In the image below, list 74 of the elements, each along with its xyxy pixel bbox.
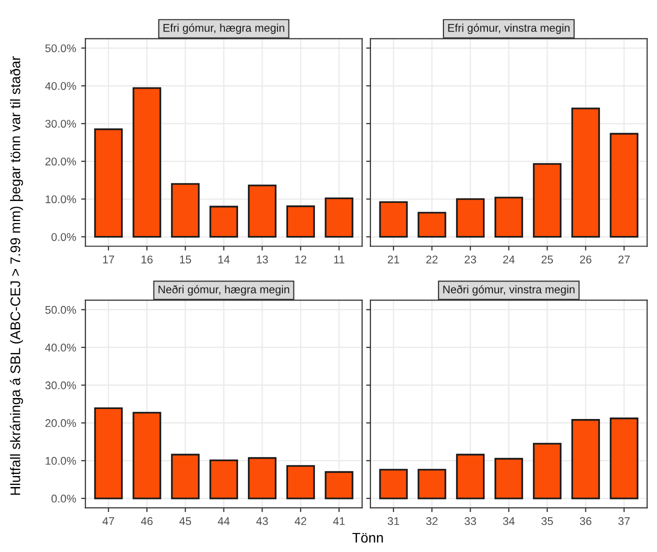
y-tick-label: 40.0% <box>45 344 76 352</box>
bar <box>286 205 315 238</box>
bar <box>209 206 238 238</box>
x-tick-label: 16 <box>142 256 153 264</box>
y-axis-title: Hlutfall skráninga á SBL (ABC-CEJ > 7.99 mm) þegar tönn var til staðar <box>10 56 23 495</box>
x-tick-label: 12 <box>295 256 306 264</box>
x-tick-label: 44 <box>218 517 230 525</box>
bar <box>610 132 638 238</box>
y-tick-label: 0.0% <box>51 494 76 503</box>
y-tick-label: 30.0% <box>45 381 76 390</box>
x-tick-label: 34 <box>503 517 515 526</box>
bar <box>248 457 276 500</box>
chart-title: Efri gómur, vinstra megin <box>448 24 570 34</box>
x-tick-label: 47 <box>102 517 114 525</box>
bar <box>418 468 446 500</box>
y-tick-label: 20.0% <box>45 419 76 428</box>
x-tick-label: 14 <box>218 256 230 264</box>
bar <box>248 184 276 238</box>
x-tick-label: 46 <box>140 517 153 526</box>
y-tick-label: 50.0% <box>45 44 76 52</box>
bar <box>324 471 354 500</box>
x-tick-label: 33 <box>464 517 476 526</box>
bar <box>94 128 123 238</box>
bar <box>494 196 524 238</box>
bar <box>571 419 600 500</box>
x-tick-label: 35 <box>541 517 553 526</box>
x-tick-label: 36 <box>580 517 592 526</box>
y-tick-label: 10.0% <box>46 195 76 204</box>
bar <box>532 442 562 500</box>
x-tick-label: 42 <box>294 517 306 525</box>
bar <box>456 198 485 238</box>
bar <box>418 212 446 238</box>
x-tick-label: 17 <box>103 256 114 264</box>
y-tick-label: 40.0% <box>45 82 76 90</box>
y-tick-label: 20.0% <box>45 158 76 166</box>
x-tick-label: 45 <box>179 517 192 526</box>
bar <box>286 465 315 500</box>
x-tick-label: 15 <box>180 256 192 264</box>
x-tick-label: 25 <box>542 256 553 264</box>
y-tick-label: 30.0% <box>45 120 76 128</box>
x-axis-title: Tönn <box>352 532 383 543</box>
bar <box>132 87 162 238</box>
bar <box>379 201 408 238</box>
bar <box>132 412 162 500</box>
x-tick-label: 24 <box>503 256 515 264</box>
bar <box>379 468 408 500</box>
x-tick-label: 43 <box>256 517 268 526</box>
bar <box>171 454 200 500</box>
x-tick-label: 27 <box>618 256 630 264</box>
chart-title: Neðri gómur, hægra megin <box>158 285 290 296</box>
bar <box>324 197 354 238</box>
x-tick-label: 31 <box>388 517 400 526</box>
bar <box>209 459 238 500</box>
bar <box>610 418 638 500</box>
x-tick-label: 26 <box>580 256 592 264</box>
bar <box>494 458 524 500</box>
x-tick-label: 11 <box>334 256 344 264</box>
bar <box>532 163 562 238</box>
x-tick-label: 21 <box>388 256 400 264</box>
y-tick-label: 10.0% <box>46 456 76 465</box>
y-tick-label: 50.0% <box>45 306 76 314</box>
bar <box>571 108 600 238</box>
y-tick-label: 0.0% <box>51 233 76 241</box>
bar <box>456 454 485 500</box>
chart-title: Neðri gómur, vinstra megin <box>443 285 574 296</box>
x-tick-label: 37 <box>618 517 630 526</box>
chart-title: Efri gómur, hægra megin <box>164 24 284 34</box>
bar <box>171 183 200 238</box>
x-tick-label: 23 <box>464 256 476 264</box>
x-tick-label: 41 <box>333 517 345 525</box>
x-tick-label: 13 <box>256 256 268 264</box>
x-tick-label: 32 <box>426 517 438 526</box>
x-tick-label: 22 <box>426 256 438 264</box>
bar <box>94 407 123 500</box>
